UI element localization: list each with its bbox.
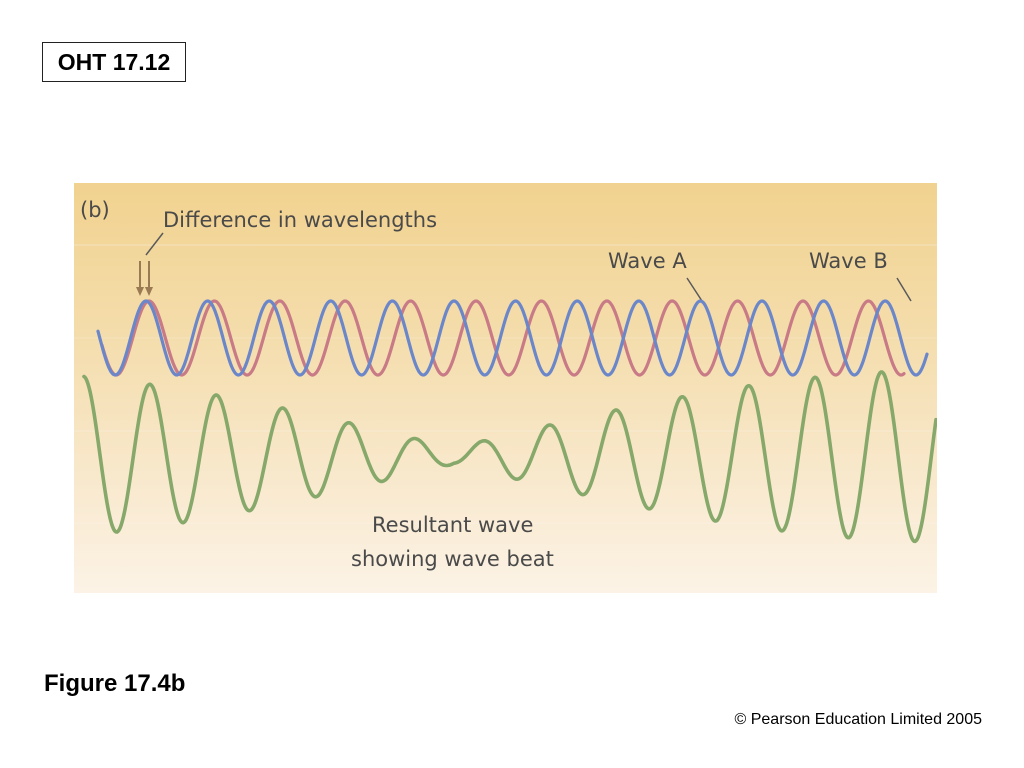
- figure-caption: Figure 17.4b: [44, 670, 186, 697]
- panel-label: (b): [80, 198, 110, 222]
- oht-label: OHT 17.12: [42, 42, 186, 82]
- difference-label: Difference in wavelengths: [163, 208, 437, 232]
- wave-beat-figure: (b) Difference in wavelengths Wave A Wav…: [74, 183, 937, 593]
- wave-b-line: [96, 299, 929, 377]
- wave-b-leader-line: [896, 277, 912, 302]
- double-down-arrow-icon: [136, 261, 153, 296]
- wave-b-label: Wave B: [809, 249, 888, 273]
- wave-a-line: [100, 299, 906, 377]
- wave-diagram: (b) Difference in wavelengths Wave A Wav…: [74, 198, 937, 571]
- resultant-wave-line: [82, 370, 937, 544]
- copyright-notice: © Pearson Education Limited 2005: [734, 711, 983, 728]
- difference-leader-line: [145, 232, 164, 256]
- wave-a-leader-line: [686, 277, 703, 302]
- wave-a-label: Wave A: [608, 249, 687, 273]
- resultant-label-line1: Resultant wave: [372, 513, 533, 537]
- resultant-label-line2: showing wave beat: [351, 547, 554, 571]
